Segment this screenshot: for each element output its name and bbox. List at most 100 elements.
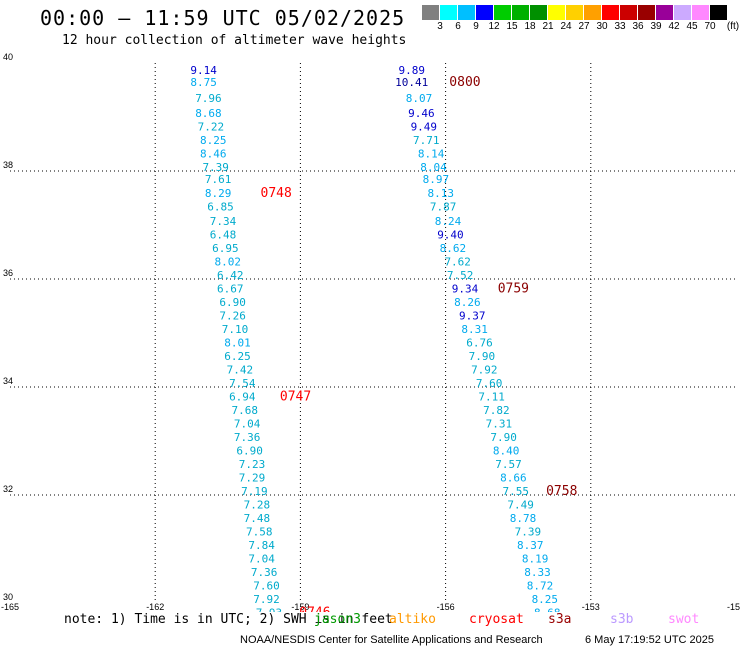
wave-height-value: 7.36 bbox=[234, 431, 261, 444]
colorbar-swatch bbox=[530, 5, 548, 20]
satellite-label-cryosat: cryosat bbox=[469, 612, 524, 627]
colorbar-label: 24 bbox=[560, 21, 572, 32]
wave-height-value: 8.24 bbox=[435, 215, 462, 228]
x-tick-label: -150 bbox=[727, 602, 740, 612]
wave-height-value: 8.14 bbox=[418, 148, 445, 161]
y-tick-label: 30 bbox=[3, 592, 13, 602]
pass-time-label: 0747 bbox=[280, 390, 311, 405]
colorbar-label: 15 bbox=[506, 21, 518, 32]
wave-height-value: 6.67 bbox=[217, 283, 244, 296]
pass-time-label: 0759 bbox=[498, 282, 529, 297]
wave-height-value: 6.85 bbox=[207, 200, 234, 213]
colorbar-label: 12 bbox=[488, 21, 500, 32]
wave-height-value: 8.19 bbox=[522, 553, 549, 566]
colorbar-swatch bbox=[656, 5, 674, 20]
x-tick-label: -165 bbox=[1, 602, 19, 612]
wave-height-value: 9.46 bbox=[408, 107, 435, 120]
wave-height-value: 6.48 bbox=[210, 229, 237, 242]
colorbar-label: 6 bbox=[455, 21, 461, 32]
colorbar-swatch bbox=[548, 5, 566, 20]
wave-height-value: 8.31 bbox=[461, 323, 488, 336]
y-tick-label: 38 bbox=[3, 160, 13, 170]
wave-height-value: 7.84 bbox=[248, 539, 275, 552]
colorbar-label: 36 bbox=[632, 21, 644, 32]
colorbar-swatch bbox=[584, 5, 602, 20]
colorbar-swatch bbox=[566, 5, 584, 20]
wave-height-value: 8.78 bbox=[510, 512, 537, 525]
colorbar-swatch bbox=[512, 5, 530, 20]
wave-height-value: 7.60 bbox=[253, 580, 280, 593]
colorbar-label: 18 bbox=[524, 21, 536, 32]
wave-height-value: 6.95 bbox=[212, 242, 239, 255]
y-tick-label: 32 bbox=[3, 484, 13, 494]
credit-text: NOAA/NESDIS Center for Satellite Applica… bbox=[240, 634, 543, 646]
wave-height-value: 7.42 bbox=[227, 364, 254, 377]
wave-height-value: 7.48 bbox=[244, 512, 271, 525]
wave-height-value: 7.90 bbox=[490, 431, 517, 444]
wave-height-value: 8.13 bbox=[428, 187, 455, 200]
wave-height-value: 7.71 bbox=[413, 134, 440, 147]
satellite-label-jason3: jason3 bbox=[314, 612, 361, 627]
wave-height-value: 8.25 bbox=[532, 593, 559, 606]
colorbar-swatch bbox=[602, 5, 620, 20]
wave-height-value: 8.68 bbox=[195, 107, 222, 120]
x-tick-label: -159 bbox=[291, 602, 309, 612]
wave-height-value: 7.55 bbox=[503, 485, 530, 498]
wave-height-value: 7.26 bbox=[219, 310, 246, 323]
colorbar-swatch bbox=[458, 5, 476, 20]
wave-height-value: 7.93 bbox=[256, 607, 283, 613]
colorbar-swatch bbox=[710, 5, 728, 20]
pass-time-label: 0800 bbox=[449, 75, 480, 90]
y-tick-label: 36 bbox=[3, 268, 13, 278]
wave-height-value: 7.10 bbox=[222, 323, 249, 336]
wave-height-value: 8.72 bbox=[527, 580, 554, 593]
wave-height-value: 8.40 bbox=[493, 445, 520, 458]
page-title: 00:00 – 11:59 UTC 05/02/2025 bbox=[40, 6, 406, 30]
wave-height-value: 7.92 bbox=[253, 593, 280, 606]
colorbar-swatch bbox=[638, 5, 656, 20]
satellite-label-s3b: s3b bbox=[610, 612, 634, 627]
wave-height-value: 8.66 bbox=[500, 472, 527, 485]
wave-height-value: 7.31 bbox=[486, 418, 513, 431]
wave-height-value: 7.29 bbox=[239, 472, 266, 485]
colorbar-swatch bbox=[422, 5, 440, 20]
wave-height-value: 7.39 bbox=[515, 526, 542, 539]
y-tick-label: 34 bbox=[3, 376, 13, 386]
colorbar-label: 39 bbox=[650, 21, 662, 32]
y-tick-label: 40 bbox=[3, 52, 13, 62]
pass-time-label: 0746 bbox=[299, 606, 330, 613]
wave-height-value: 7.36 bbox=[251, 566, 278, 579]
wave-height-value: 7.22 bbox=[198, 121, 225, 134]
wave-height-value: 7.49 bbox=[507, 499, 534, 512]
wave-height-value: 8.07 bbox=[406, 92, 433, 105]
wave-height-value: 9.89 bbox=[398, 64, 425, 77]
wave-height-value: 8.04 bbox=[420, 161, 447, 174]
colorbar-swatch bbox=[440, 5, 458, 20]
wave-height-value: 7.87 bbox=[430, 200, 457, 213]
colorbar-label: 42 bbox=[668, 21, 680, 32]
wave-height-value: 7.28 bbox=[244, 499, 271, 512]
wave-height-value: 8.46 bbox=[200, 148, 227, 161]
colorbar-swatch bbox=[692, 5, 710, 20]
wave-height-value: 7.19 bbox=[241, 485, 268, 498]
wave-height-value: 8.37 bbox=[517, 539, 544, 552]
wave-height-value: 6.76 bbox=[466, 337, 493, 350]
colorbar-label: 3 bbox=[437, 21, 443, 32]
wave-height-value: 6.90 bbox=[219, 296, 246, 309]
wave-height-value: 8.26 bbox=[454, 296, 481, 309]
wave-height-value: 9.34 bbox=[452, 283, 479, 296]
colorbar-label: 27 bbox=[578, 21, 590, 32]
colorbar-label: 9 bbox=[473, 21, 479, 32]
colorbar-label: 70 bbox=[704, 21, 716, 32]
colorbar-unit: (ft) bbox=[726, 21, 740, 32]
pass-time-label: 0758 bbox=[546, 484, 577, 499]
wave-height-value: 7.52 bbox=[447, 269, 474, 282]
wave-height-value: 7.04 bbox=[234, 418, 261, 431]
wave-height-value: 7.34 bbox=[210, 215, 237, 228]
wave-height-value: 7.04 bbox=[248, 553, 275, 566]
wave-height-value: 7.92 bbox=[471, 364, 498, 377]
wave-height-value: 8.62 bbox=[440, 242, 467, 255]
wave-height-value: 8.68 bbox=[534, 607, 561, 613]
wave-height-value: 7.61 bbox=[205, 173, 232, 186]
colorbar-swatch bbox=[620, 5, 638, 20]
